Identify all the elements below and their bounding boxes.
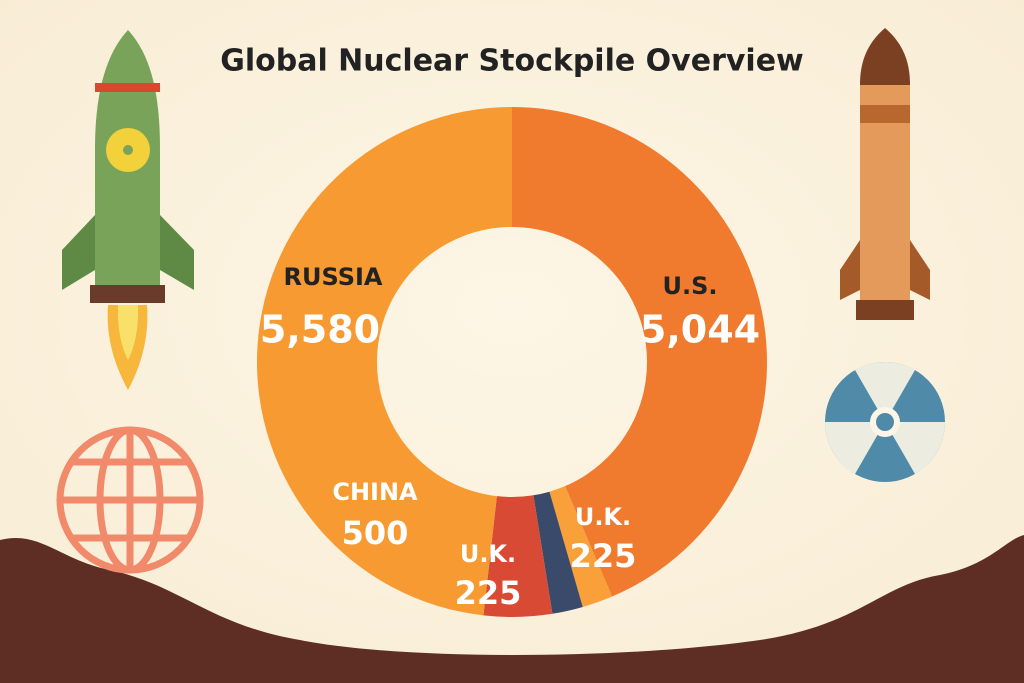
radiation-icon [825,361,945,482]
value-label: 225 [455,574,522,612]
globe-icon [56,426,204,574]
ground [0,535,1024,683]
slice-name: U.S. [662,272,717,300]
brown-missile [840,28,930,320]
green-rocket [62,30,194,390]
slice-name: CHINA [332,478,418,506]
value-label: 5,580 [260,308,380,352]
value-label: 225 [570,537,637,575]
value-label: 5,044 [640,308,760,352]
donut: U.S. 5,044 U.K. 225 U.K. 225 CHINA 500 RUSSIA 5,5… [257,107,768,617]
slice [533,491,583,614]
slice [483,495,553,617]
slice [512,107,768,597]
chart-title: Global Nuclear Stockpile Overview [220,44,804,79]
slice [257,107,512,616]
value-label: 500 [342,514,409,552]
slice-name: U.K. [575,503,631,531]
slice-name: U.K. [460,540,516,568]
slice-name: RUSSIA [284,263,383,291]
slice [549,486,613,607]
